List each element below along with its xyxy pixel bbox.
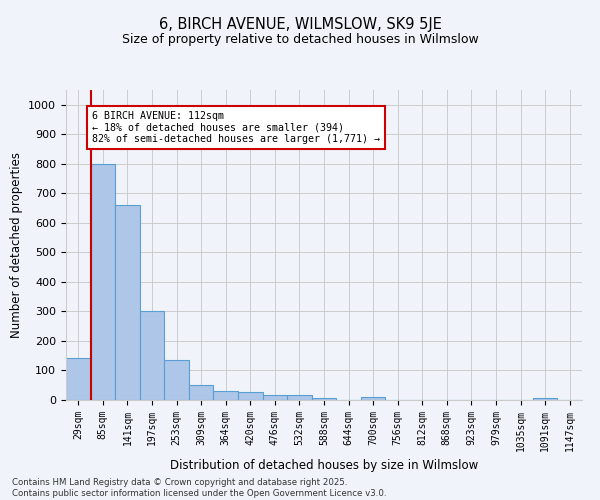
Bar	[66, 358, 91, 400]
Text: Contains HM Land Registry data © Crown copyright and database right 2025.
Contai: Contains HM Land Registry data © Crown c…	[12, 478, 386, 498]
Bar	[140, 312, 164, 400]
Bar	[164, 360, 189, 400]
Bar	[214, 391, 238, 400]
Y-axis label: Number of detached properties: Number of detached properties	[10, 152, 23, 338]
Bar	[91, 164, 115, 400]
Bar	[533, 398, 557, 400]
Bar	[263, 396, 287, 400]
X-axis label: Distribution of detached houses by size in Wilmslow: Distribution of detached houses by size …	[170, 459, 478, 472]
Text: Size of property relative to detached houses in Wilmslow: Size of property relative to detached ho…	[122, 32, 478, 46]
Bar	[361, 397, 385, 400]
Bar	[238, 392, 263, 400]
Text: 6, BIRCH AVENUE, WILMSLOW, SK9 5JE: 6, BIRCH AVENUE, WILMSLOW, SK9 5JE	[158, 18, 442, 32]
Bar	[312, 398, 336, 400]
Text: 6 BIRCH AVENUE: 112sqm
← 18% of detached houses are smaller (394)
82% of semi-de: 6 BIRCH AVENUE: 112sqm ← 18% of detached…	[92, 110, 380, 144]
Bar	[115, 205, 140, 400]
Bar	[189, 384, 214, 400]
Bar	[287, 396, 312, 400]
